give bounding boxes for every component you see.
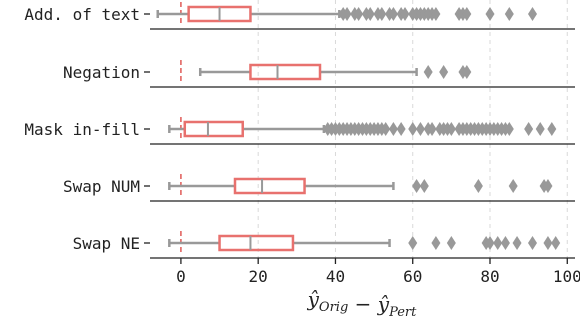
outlier-point (528, 236, 537, 250)
outlier-point (551, 236, 561, 250)
y-tick-label: Swap NUM (63, 177, 140, 196)
x-tick-label: 0 (176, 267, 186, 286)
row-swap-num: Swap NUM (63, 177, 575, 202)
outlier-point (512, 236, 522, 250)
x-axis-label: ŷOrig − ŷPert (307, 287, 418, 320)
y-tick-label: Add. of text (24, 5, 140, 24)
box-rows: Add. of text Negation Mask in-fill Swap NUM… (24, 5, 575, 259)
outlier-point (354, 7, 364, 21)
outlier-point (528, 7, 537, 21)
outlier-point (500, 236, 510, 250)
row-swap-ne: Swap NE (73, 234, 575, 259)
x-axis: 0 20 40 60 80 100 (176, 258, 580, 286)
box-iqr (183, 120, 244, 138)
x-tick-label: 80 (480, 267, 499, 286)
outlier-point (508, 179, 518, 193)
outlier-point (377, 7, 387, 21)
box-iqr (218, 234, 295, 252)
outlier-point (408, 122, 418, 136)
outlier-point (400, 7, 410, 21)
outlier-point (446, 122, 456, 136)
row-mask-in-fill: Mask in-fill (24, 120, 575, 145)
box-iqr (233, 177, 306, 195)
outlier-point (485, 7, 495, 21)
outlier-point (408, 236, 418, 250)
outlier-point (504, 7, 514, 21)
row-add-of-text: Add. of text (24, 5, 575, 30)
x-tick-label: 100 (553, 267, 580, 286)
outlier-point (427, 122, 437, 136)
outlier-point (439, 65, 449, 79)
outlier-point (504, 122, 514, 136)
outlier-point (485, 236, 495, 250)
row-negation: Negation (63, 63, 575, 88)
x-tick-label: 60 (403, 267, 422, 286)
outlier-point (543, 179, 553, 193)
outlier-point (419, 179, 429, 193)
outlier-point (547, 122, 557, 136)
outlier-point (493, 236, 503, 250)
outlier-point (342, 7, 352, 21)
outlier-point (423, 65, 433, 79)
outlier-point (543, 236, 553, 250)
y-tick-label: Negation (63, 63, 140, 82)
box-iqr (249, 63, 322, 81)
outlier-point (415, 122, 425, 136)
outlier-point (431, 236, 441, 250)
outlier-point (431, 7, 441, 21)
outlier-point (446, 236, 456, 250)
y-tick-label: Mask in-fill (24, 120, 140, 139)
outlier-point (535, 122, 545, 136)
x-tick-label: 40 (326, 267, 345, 286)
outlier-point (388, 122, 398, 136)
outlier-point (462, 65, 472, 79)
outlier-point (462, 7, 472, 21)
x-tick-label: 20 (249, 267, 268, 286)
outlier-point (412, 179, 422, 193)
outlier-point (473, 179, 483, 193)
outlier-point (365, 7, 375, 21)
outlier-point (388, 7, 398, 21)
y-tick-label: Swap NE (73, 234, 140, 253)
outlier-point (524, 122, 534, 136)
outlier-point (396, 122, 406, 136)
outlier-point (381, 122, 391, 136)
